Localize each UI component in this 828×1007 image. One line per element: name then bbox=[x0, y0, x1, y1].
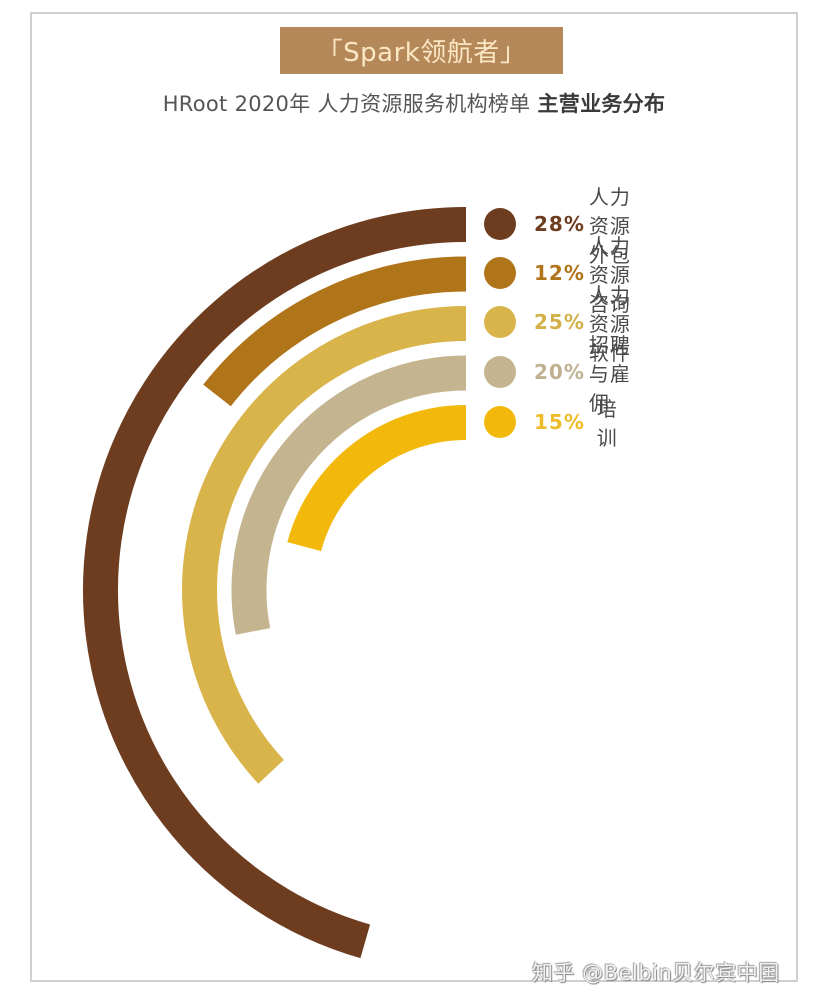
legend-label: 人力资源外包 bbox=[588, 184, 631, 267]
arc-group bbox=[83, 207, 467, 959]
arc-bar bbox=[231, 355, 467, 635]
subtitle-regular: HRoot 2020年 人力资源服务机构榜单 bbox=[162, 92, 538, 116]
legend-label: 人力资源软件 bbox=[588, 282, 631, 365]
legend-item-outsourcing: 28% 人力资源外包 bbox=[484, 185, 631, 267]
title-banner: 「Spark领航者」 bbox=[280, 27, 563, 74]
legend-percent: 28% bbox=[534, 212, 585, 236]
legend-item-consulting: 12% 人力资源咨询 bbox=[484, 234, 631, 316]
legend-label: 培训 bbox=[596, 397, 618, 450]
chart-frame bbox=[30, 12, 798, 982]
watermark: 知乎 @Belbin贝尔宾中国 bbox=[532, 961, 780, 985]
legend-dot-icon bbox=[484, 406, 516, 438]
legend-dot-icon bbox=[484, 208, 516, 240]
subtitle-bold: 主营业务分布 bbox=[537, 92, 666, 116]
legend-dot-icon bbox=[484, 306, 516, 338]
banner-text: 「Spark领航者」 bbox=[316, 38, 527, 68]
legend-label: 招聘与雇佣 bbox=[588, 332, 631, 415]
arc-bar bbox=[182, 306, 467, 784]
arc-bar bbox=[287, 405, 467, 552]
legend-dot-icon bbox=[484, 356, 516, 388]
legend-dot-icon bbox=[484, 257, 516, 289]
legend-item-training: 15% 培训 bbox=[484, 397, 631, 450]
chart-subtitle: HRoot 2020年 人力资源服务机构榜单 主营业务分布 bbox=[0, 88, 828, 118]
legend-item-software: 25% 人力资源软件 bbox=[484, 283, 631, 365]
legend-percent: 25% bbox=[534, 310, 585, 334]
arc-bar bbox=[203, 256, 467, 407]
legend-percent: 15% bbox=[534, 410, 585, 434]
arc-bar bbox=[83, 207, 467, 959]
legend-percent: 20% bbox=[534, 360, 585, 384]
legend-item-recruitment: 20% 招聘与雇佣 bbox=[484, 333, 631, 415]
legend-label: 人力资源咨询 bbox=[588, 233, 631, 316]
legend-percent: 12% bbox=[534, 261, 585, 285]
